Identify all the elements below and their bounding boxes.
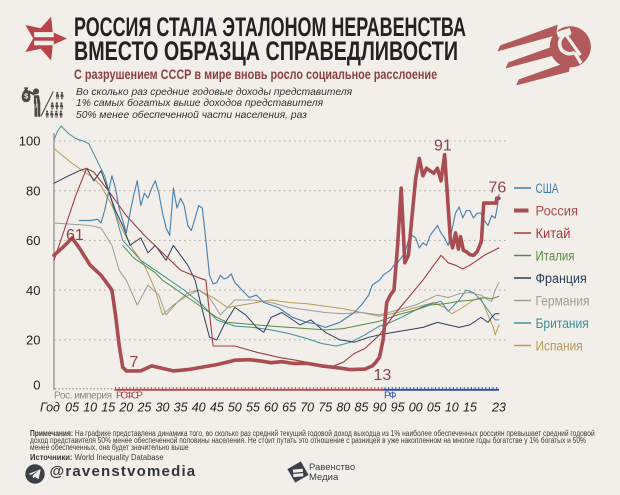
svg-text:85: 85 (354, 401, 368, 415)
svg-text:РСФСР: РСФСР (116, 390, 143, 401)
svg-text:15: 15 (101, 401, 115, 415)
svg-text:90: 90 (373, 401, 387, 415)
svg-text:10: 10 (83, 401, 97, 415)
svg-text:100: 100 (19, 134, 41, 149)
svg-text:45: 45 (210, 401, 224, 415)
svg-text:61: 61 (66, 227, 84, 244)
svg-text:13: 13 (374, 367, 392, 384)
svg-text:Год: Год (40, 401, 60, 415)
svg-text:35: 35 (174, 401, 188, 415)
svg-text:Китай: Китай (536, 226, 571, 241)
svg-text:10: 10 (445, 401, 459, 415)
svg-text:50: 50 (228, 401, 242, 415)
svg-text:США: США (536, 181, 559, 196)
svg-text:7: 7 (130, 354, 139, 371)
svg-text:Франция: Франция (536, 271, 587, 286)
svg-text:60: 60 (264, 401, 278, 415)
svg-text:Британия: Британия (536, 316, 589, 331)
svg-text:РФ: РФ (384, 390, 397, 401)
svg-text:20: 20 (118, 401, 133, 415)
svg-text:0: 0 (33, 378, 40, 393)
svg-text:Испания: Испания (536, 339, 583, 354)
svg-text:40: 40 (192, 401, 206, 415)
svg-text:20: 20 (26, 333, 40, 348)
svg-text:05: 05 (65, 401, 79, 415)
svg-text:00: 00 (409, 401, 423, 415)
svg-text:25: 25 (136, 401, 151, 415)
svg-text:Рос. империя: Рос. империя (54, 390, 112, 401)
svg-text:15: 15 (463, 401, 477, 415)
svg-text:76: 76 (489, 180, 507, 197)
svg-text:60: 60 (26, 233, 40, 248)
svg-text:80: 80 (26, 183, 40, 198)
svg-text:$: $ (24, 92, 29, 101)
svg-text:30: 30 (156, 401, 170, 415)
svg-text:55: 55 (246, 401, 260, 415)
svg-text:23: 23 (491, 401, 506, 415)
svg-text:40: 40 (26, 283, 40, 298)
svg-text:95: 95 (391, 401, 405, 415)
svg-text:05: 05 (427, 401, 441, 415)
svg-text:Германия: Германия (536, 294, 590, 309)
svg-text:75: 75 (318, 401, 332, 415)
svg-text:91: 91 (434, 138, 452, 155)
svg-text:Россия: Россия (536, 204, 579, 219)
svg-text:80: 80 (336, 401, 350, 415)
svg-text:65: 65 (282, 401, 296, 415)
svg-text:Италия: Италия (536, 249, 575, 264)
svg-text:70: 70 (300, 401, 314, 415)
